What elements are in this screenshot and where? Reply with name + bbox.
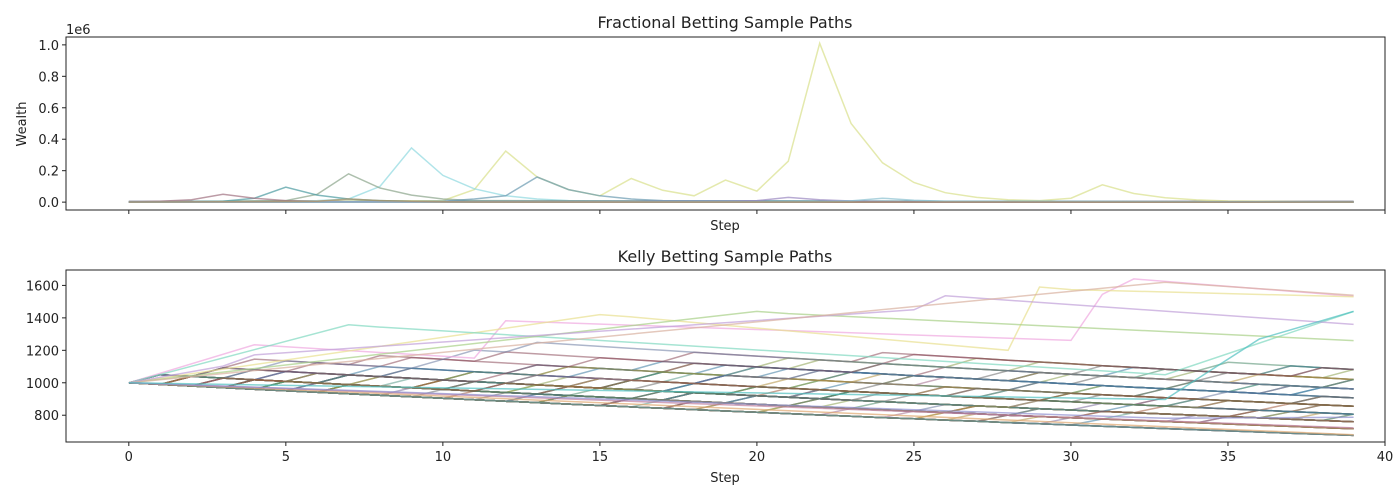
fractional-title: Fractional Betting Sample Paths bbox=[598, 13, 853, 32]
fractional-series-line bbox=[128, 198, 1354, 203]
kelly-x-tick-label: 35 bbox=[1220, 450, 1237, 465]
kelly-highlight-line bbox=[128, 310, 1354, 401]
kelly-series-group bbox=[128, 278, 1354, 437]
kelly-plot-frame bbox=[65, 269, 1386, 443]
fractional-y-tick-label: 0.0 bbox=[38, 196, 59, 211]
kelly-highlight-line bbox=[128, 281, 1354, 384]
kelly-x-tick-label: 30 bbox=[1063, 450, 1080, 465]
kelly-y-tick-label: 800 bbox=[34, 409, 59, 424]
kelly-series-line bbox=[128, 353, 1354, 384]
fractional-series-group bbox=[128, 40, 1354, 203]
kelly-y-tick-label: 1000 bbox=[26, 377, 59, 392]
kelly-x-tick-label: 15 bbox=[592, 450, 609, 465]
kelly-x-tick-label: 5 bbox=[282, 450, 290, 465]
fractional-y-tick-label: 0.4 bbox=[38, 133, 59, 148]
fractional-panel: Fractional Betting Sample Paths 1e6 Weal… bbox=[15, 13, 1386, 234]
kelly-x-ticks: 0 5 10 15 20 25 30 35 40 bbox=[125, 442, 1394, 465]
kelly-y-tick-label: 1600 bbox=[26, 279, 59, 294]
kelly-x-tick-label: 40 bbox=[1377, 450, 1394, 465]
kelly-y-tick-label: 1200 bbox=[26, 344, 59, 359]
fractional-y-tick-label: 1.0 bbox=[38, 39, 59, 54]
kelly-x-tick-label: 20 bbox=[749, 450, 766, 465]
kelly-highlight-line bbox=[128, 382, 1354, 436]
kelly-series-line bbox=[128, 382, 1354, 437]
kelly-x-tick-label: 10 bbox=[435, 450, 452, 465]
kelly-highlight-line bbox=[128, 278, 1354, 384]
kelly-highlight-line bbox=[128, 310, 1354, 384]
kelly-highlight-line bbox=[128, 295, 1354, 384]
fractional-y-ticks: 0.0 0.2 0.4 0.6 0.8 1.0 bbox=[38, 39, 66, 211]
fractional-series-line bbox=[128, 176, 1354, 203]
fractional-y-axis-label: Wealth bbox=[15, 101, 30, 146]
kelly-series-line bbox=[128, 377, 1354, 408]
kelly-title: Kelly Betting Sample Paths bbox=[618, 247, 833, 266]
fractional-x-ticks bbox=[128, 210, 1386, 214]
kelly-y-tick-label: 1400 bbox=[26, 312, 59, 327]
kelly-x-tick-label: 25 bbox=[906, 450, 923, 465]
fractional-x-axis-label: Step bbox=[710, 219, 740, 234]
kelly-highlight-line bbox=[128, 382, 1354, 420]
kelly-highlight-line bbox=[128, 286, 1354, 384]
fractional-y-tick-label: 0.8 bbox=[38, 70, 59, 85]
fractional-plot-frame bbox=[65, 36, 1386, 211]
fractional-y-tick-label: 0.6 bbox=[38, 102, 59, 117]
kelly-x-axis-label: Step bbox=[710, 471, 740, 486]
kelly-y-ticks: 800 1000 1200 1400 1600 bbox=[26, 279, 66, 424]
kelly-x-tick-label: 0 bbox=[125, 450, 133, 465]
fractional-y-tick-label: 0.2 bbox=[38, 165, 59, 180]
fractional-y-offset-label: 1e6 bbox=[66, 23, 91, 38]
kelly-panel: Kelly Betting Sample Paths Step 800 1000 1… bbox=[26, 247, 1393, 486]
kelly-highlight-line bbox=[128, 310, 1354, 384]
